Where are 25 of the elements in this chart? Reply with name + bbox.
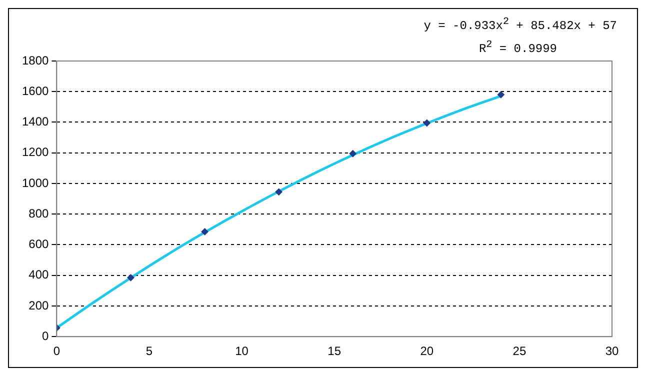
text: y = -0.933x$^{2}$ + 85.482x + 57 (424, 16, 617, 35)
point (201, 228, 208, 236)
point (423, 120, 430, 127)
x-tick-label: 0 (53, 344, 60, 358)
y-tick-label: 1800 (22, 53, 50, 68)
x-tick-label: 10 (235, 344, 249, 358)
y-tick-label: 1600 (22, 84, 50, 98)
x-tick-label: 15 (328, 344, 342, 358)
x-tick-label: 20 (420, 344, 434, 358)
y-tick-label: 600 (28, 237, 50, 252)
y-tick-label: 1400 (22, 114, 50, 129)
point (275, 188, 282, 196)
y-tick-label: 800 (28, 206, 50, 220)
y-tick-label: 200 (28, 298, 50, 312)
y-tick-label: 0 (42, 328, 50, 343)
text: R$^{2}$ = 0.9999 (478, 39, 558, 58)
x-tick-label: 5 (146, 344, 153, 358)
x-tick-label: 30 (605, 344, 619, 358)
point (497, 91, 504, 98)
point (349, 150, 356, 158)
x-tick-label: 25 (512, 344, 526, 358)
y-tick-label: 1000 (22, 176, 50, 190)
y-tick-label: 400 (28, 268, 50, 282)
point (127, 274, 134, 282)
y-tick-label: 1200 (22, 145, 50, 160)
